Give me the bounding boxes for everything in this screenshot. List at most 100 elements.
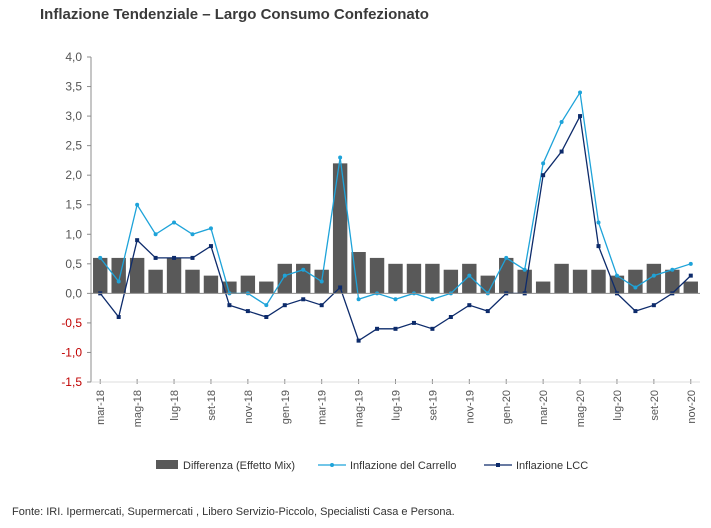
carrello-point [541,161,546,166]
x-tick-label: mag-18 [132,390,144,427]
bar-differenza [259,281,274,294]
carrello-point [208,226,213,231]
y-tick-label: 1,5 [65,198,82,212]
lcc-point [485,309,490,314]
lcc-point [356,338,361,343]
x-tick-label: lug-20 [612,390,624,421]
y-tick-label: 3,5 [65,80,82,94]
bar-differenza [332,163,348,294]
bar-differenza [351,252,366,294]
x-tick-label: set-18 [206,390,218,421]
y-tick-label: -1,0 [61,345,82,359]
lcc-point [208,244,213,249]
lcc-series [98,113,693,343]
carrello-point [338,155,343,160]
bar-differenza [517,269,532,294]
legend: Differenza (Effetto Mix) Inflazione del … [156,460,588,472]
carrello-point [319,279,324,284]
legend-label-carrello: Inflazione del Carrello [350,460,456,472]
x-tick-label: nov-19 [464,390,476,424]
lcc-point [596,244,601,249]
carrello-point [153,232,158,237]
x-tick-label: nov-18 [243,390,255,424]
lcc-point [245,309,250,314]
lcc-point [338,285,343,290]
carrello-point [172,220,177,225]
y-tick-label: 2,5 [65,139,82,153]
source-note: Fonte: IRI. Ipermercati, Supermercati , … [12,506,455,518]
x-tick-label: set-20 [649,390,661,421]
bar-differenza [406,263,422,294]
legend-marker-lcc [496,463,500,467]
carrello-point [356,297,361,302]
x-tick-label: mag-19 [354,390,366,427]
x-tick-label: mar-18 [95,390,107,425]
x-tick-label: set-19 [427,390,439,421]
lcc-point [153,255,158,260]
legend-marker-carrello [330,463,334,467]
carrello-point [559,120,564,124]
lcc-point [264,315,269,319]
carrello-point [190,232,195,237]
bar-differenza [222,281,237,294]
carrello-point [282,273,287,278]
lcc-point [319,303,324,308]
legend-label-lcc: Inflazione LCC [516,460,588,472]
lcc-point [448,315,453,319]
carrello-point [614,273,619,278]
bar-differenza [369,257,385,294]
bar-differenza [443,269,459,294]
lcc-point [375,326,380,331]
y-tick-label: 0,5 [65,257,82,271]
carrello-point [633,285,638,290]
bar-differenza [203,275,219,294]
x-tick-label: gen-19 [280,390,292,424]
lcc-point [172,255,177,260]
bar-differenza [609,275,625,294]
lcc-point [282,303,287,308]
carrello-point [670,267,675,272]
bar-differenza [554,263,569,294]
lcc-point [301,297,306,302]
bar-differenza [185,269,200,294]
bar-differenza [129,257,145,294]
legend-label-differenza: Differenza (Effetto Mix) [183,460,295,472]
lcc-point [467,303,472,308]
y-axis: -1,5 -1,0 -0,5 0,0 0,5 1,0 1,5 2,0 2,5 3,0 3,5 4,0 [61,50,92,389]
lcc-point [578,114,583,119]
y-tick-label: -1,5 [61,375,82,389]
bar-differenza [628,269,643,294]
lcc-point [688,273,693,278]
carrello-series [98,90,693,308]
carrello-point [264,303,269,308]
x-axis: mar-18 mag-18 lug-18 set-18 nov-18 gen-19 mar-… [91,292,700,427]
lcc-point [559,149,564,154]
lcc-line [99,113,692,342]
lcc-point [227,303,232,308]
lcc-point [430,326,435,331]
chart-title: Inflazione Tendenziale – Largo Consumo C… [40,6,429,23]
y-tick-label: 4,0 [65,50,82,64]
carrello-point [393,297,398,302]
lcc-point [135,238,140,243]
bar-differenza [240,275,256,294]
bar-differenza [148,269,163,294]
carrello-point [578,90,583,95]
bar-differenza [646,263,662,294]
y-tick-label: 3,0 [65,109,82,123]
carrello-point [116,279,121,284]
lcc-point [393,326,398,331]
carrello-point [467,273,472,278]
bar-differenza [535,281,551,294]
legend-swatch-differenza [156,460,178,469]
x-tick-label: mag-20 [575,390,587,427]
lcc-point [411,320,416,325]
x-tick-label: mar-20 [538,390,550,425]
x-tick-label: lug-19 [391,390,403,421]
bar-differenza [480,275,495,294]
carrello-point [135,202,140,207]
carrello-point [98,255,103,260]
bar-differenza [683,281,698,294]
carrello-point [522,267,527,272]
